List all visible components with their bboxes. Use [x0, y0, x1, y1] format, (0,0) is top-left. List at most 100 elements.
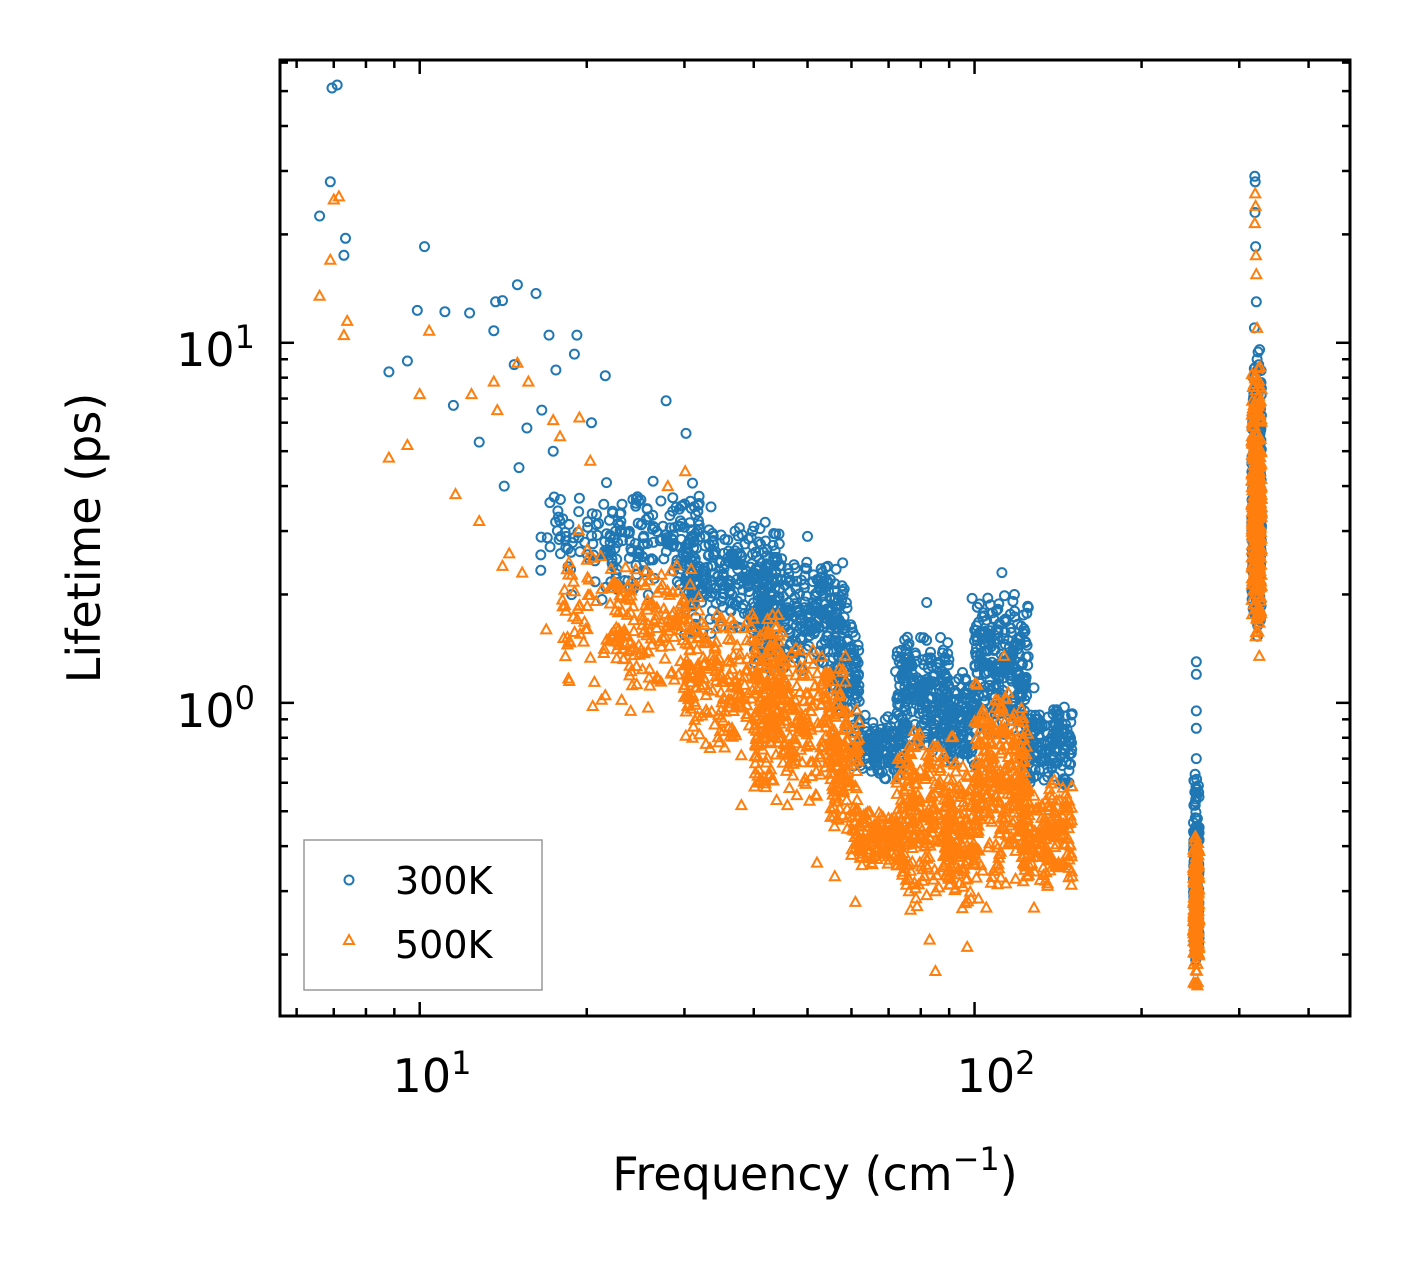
point-500k	[1248, 216, 1262, 229]
point-500k	[745, 607, 759, 620]
point-300k	[931, 715, 942, 727]
point-500k	[759, 780, 773, 793]
point-300k	[660, 395, 672, 407]
x-tick-label-10: 101	[393, 1044, 472, 1103]
point-300k	[1007, 595, 1019, 607]
point-500k	[830, 759, 845, 772]
point-500k	[515, 565, 529, 578]
point-500k	[640, 628, 654, 641]
point-500k	[724, 632, 738, 645]
point-500k	[730, 687, 745, 700]
point-500k	[1191, 866, 1205, 879]
point-500k	[1064, 877, 1079, 890]
point-300k	[601, 477, 612, 489]
point-500k	[667, 629, 681, 642]
point-500k	[561, 671, 576, 684]
point-500k	[810, 788, 824, 801]
point-300k	[811, 574, 823, 586]
point-500k	[1056, 780, 1070, 793]
point-500k	[1043, 788, 1057, 801]
point-300k	[551, 525, 563, 537]
point-300k	[925, 646, 936, 658]
point-500k	[1245, 480, 1259, 493]
point-500k	[933, 808, 947, 821]
point-500k	[709, 621, 723, 634]
point-500k	[740, 614, 754, 627]
point-500k	[560, 562, 574, 575]
point-500k	[685, 730, 700, 743]
point-300k	[733, 557, 744, 569]
point-300k	[918, 717, 930, 729]
point-500k	[890, 819, 904, 832]
point-500k	[1014, 701, 1029, 714]
point-500k	[580, 598, 594, 611]
point-500k	[679, 636, 693, 649]
point-500k	[610, 651, 624, 664]
point-500k	[842, 778, 856, 791]
point-500k	[692, 727, 707, 740]
point-500k	[828, 869, 842, 882]
point-500k	[553, 429, 567, 442]
point-500k	[800, 739, 814, 752]
point-500k	[856, 815, 871, 828]
point-500k	[1063, 808, 1077, 821]
point-500k	[961, 854, 975, 867]
point-500k	[722, 720, 736, 733]
point-500k	[654, 615, 669, 628]
point-500k	[1191, 880, 1205, 893]
point-500k	[809, 764, 823, 777]
point-300k	[1063, 735, 1075, 747]
point-300k	[1249, 176, 1261, 188]
point-500k	[912, 877, 926, 890]
point-500k	[801, 686, 815, 699]
point-300k	[801, 556, 813, 568]
point-500k	[624, 583, 638, 596]
point-500k	[974, 858, 988, 871]
point-500k	[899, 821, 913, 834]
point-500k	[1188, 829, 1203, 842]
point-500k	[829, 749, 843, 762]
point-500k	[495, 558, 510, 571]
point-500k	[983, 734, 997, 747]
point-500k	[928, 884, 943, 897]
point-300k	[799, 562, 811, 574]
point-500k	[763, 734, 778, 747]
point-500k	[748, 756, 762, 769]
point-300k	[776, 553, 788, 565]
point-500k	[849, 702, 863, 715]
point-500k	[1245, 418, 1260, 431]
point-500k	[799, 725, 814, 738]
point-500k	[733, 652, 747, 665]
point-300k	[960, 673, 971, 685]
point-300k	[552, 505, 564, 517]
point-500k	[801, 651, 816, 664]
point-300k	[893, 673, 905, 685]
point-300k	[1016, 659, 1028, 671]
point-500k	[718, 692, 732, 705]
point-500k	[944, 859, 958, 872]
point-300k	[530, 288, 542, 299]
point-300k	[781, 602, 793, 614]
point-500k	[985, 801, 999, 814]
point-500k	[928, 963, 943, 976]
point-300k	[697, 583, 709, 595]
point-500k	[919, 769, 934, 782]
point-300k	[535, 549, 547, 561]
point-500k	[615, 628, 629, 641]
point-300k	[554, 494, 566, 505]
point-500k	[1050, 837, 1064, 850]
point-500k	[938, 798, 953, 811]
point-500k	[956, 759, 970, 772]
point-300k	[513, 462, 525, 474]
point-300k	[942, 637, 954, 649]
point-300k	[550, 364, 562, 376]
point-300k	[1065, 758, 1077, 770]
point-500k	[837, 785, 851, 798]
point-500k	[797, 693, 811, 706]
point-500k	[804, 703, 818, 716]
point-500k	[1027, 900, 1041, 913]
point-500k	[932, 780, 946, 793]
point-500k	[861, 804, 875, 817]
point-500k	[926, 801, 941, 814]
point-500k	[775, 745, 790, 758]
